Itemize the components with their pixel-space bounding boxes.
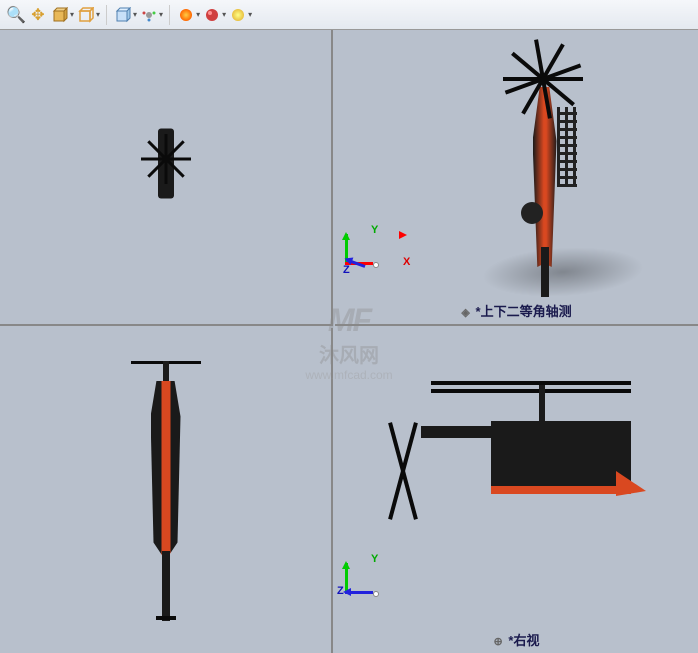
display-tools-group: ▾ ▾	[113, 5, 170, 25]
axis-x-label: X	[403, 256, 410, 268]
axis-y-label: Y	[371, 553, 378, 565]
model-side-view	[391, 371, 671, 571]
dropdown-arrow[interactable]: ▾	[96, 10, 100, 19]
viewport-top-left[interactable]	[0, 30, 333, 326]
model-front-view	[126, 351, 206, 631]
dropdown-arrow[interactable]: ▾	[196, 10, 200, 19]
axis-z-label: Z	[337, 585, 344, 597]
view-type-icon: ⊕	[494, 635, 503, 648]
viewport-area: Y X Z ◈ *上下二等角轴测	[0, 30, 698, 653]
view-label: ◈ *上下二等角轴测	[461, 301, 571, 320]
viewport-top-right[interactable]: Y X Z ◈ *上下二等角轴测	[335, 30, 698, 326]
box-icon[interactable]	[113, 5, 133, 25]
folder-icon[interactable]	[76, 5, 96, 25]
view-tools-group: 🔍 ✥ ▾ ▾	[6, 5, 107, 25]
dropdown-arrow[interactable]: ▾	[222, 10, 226, 19]
main-toolbar: 🔍 ✥ ▾ ▾ ▾ ▾ ▾ ▾ ▾	[0, 0, 698, 30]
axis-triad: Y Z	[345, 563, 405, 623]
model-top-view	[136, 119, 196, 209]
light-icon[interactable]	[228, 5, 248, 25]
axis-y-label: Y	[371, 224, 378, 236]
dropdown-arrow[interactable]: ▾	[70, 10, 74, 19]
render-tools-group: ▾ ▾ ▾	[176, 5, 258, 25]
view-type-icon: ◈	[461, 306, 469, 319]
model-isometric-view	[463, 47, 643, 307]
dropdown-arrow[interactable]: ▾	[133, 10, 137, 19]
settings-icon[interactable]	[139, 5, 159, 25]
render-icon[interactable]	[202, 5, 222, 25]
appearance-icon[interactable]	[176, 5, 196, 25]
dropdown-arrow[interactable]: ▾	[248, 10, 252, 19]
viewport-bottom-left[interactable]	[0, 328, 333, 653]
pan-icon[interactable]: ✥	[28, 5, 48, 25]
axis-triad: Y X Z	[345, 234, 405, 294]
view-label: ⊕ *右视	[494, 630, 540, 649]
cube-icon[interactable]	[50, 5, 70, 25]
axis-z-label: Z	[343, 264, 350, 276]
dropdown-arrow[interactable]: ▾	[159, 10, 163, 19]
zoom-icon[interactable]: 🔍	[6, 5, 26, 25]
viewport-bottom-right[interactable]: Y Z ⊕ *右视	[335, 328, 698, 653]
